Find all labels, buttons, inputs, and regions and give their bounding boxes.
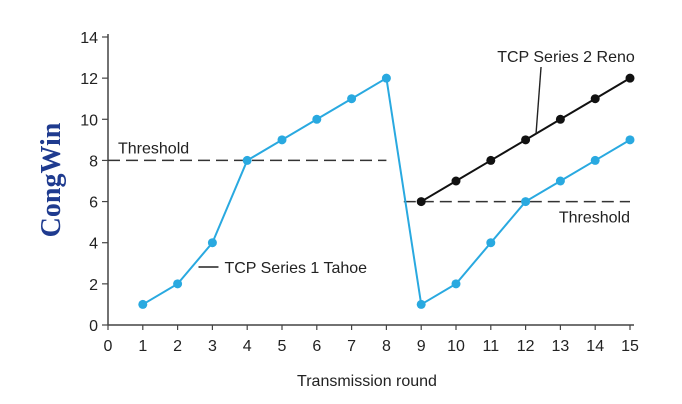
threshold-lines: Threshold Threshold	[108, 140, 630, 227]
series-lines	[138, 73, 635, 309]
x-tick-label: 14	[586, 338, 604, 355]
data-point	[555, 114, 565, 124]
data-point	[486, 238, 496, 248]
x-tick-label: 13	[552, 338, 570, 355]
x-tick-label: 10	[447, 338, 465, 355]
data-point	[277, 135, 287, 145]
y-tick-label: 10	[80, 112, 98, 129]
y-tick-label: 14	[80, 30, 98, 47]
data-point	[521, 197, 531, 207]
data-point	[590, 155, 600, 165]
y-tick-label: 8	[89, 153, 98, 170]
data-point	[416, 197, 426, 207]
data-point	[312, 114, 322, 124]
series-annotations: TCP Series 1 Tahoe TCP Series 2 Reno	[198, 49, 635, 277]
x-tick-label: 15	[621, 338, 639, 355]
data-point	[173, 279, 183, 289]
data-point	[381, 73, 391, 83]
x-tick-label: 2	[173, 338, 182, 355]
data-point	[486, 155, 496, 165]
y-tick-label: 12	[80, 71, 98, 88]
data-point	[625, 135, 635, 145]
threshold-label: Threshold	[559, 210, 630, 227]
x-tick-label: 3	[208, 338, 217, 355]
y-tick-label: 2	[89, 277, 98, 294]
y-axis-label: CongWin	[36, 122, 67, 237]
series-2-leader	[535, 66, 542, 134]
x-tick-label: 9	[417, 338, 426, 355]
x-tick-label: 11	[482, 338, 499, 355]
data-point	[625, 73, 635, 83]
x-tick-label: 8	[382, 338, 391, 355]
data-point	[347, 94, 357, 104]
data-point	[207, 238, 217, 248]
x-tick-label: 12	[517, 338, 535, 355]
x-tick-label: 0	[104, 338, 113, 355]
data-point	[451, 279, 461, 289]
data-point	[521, 135, 531, 145]
data-point	[138, 299, 148, 309]
data-point	[451, 176, 461, 186]
data-point	[416, 299, 426, 309]
y-tick-label: 6	[89, 195, 98, 212]
x-tick-label: 6	[312, 338, 321, 355]
y-tick-label: 4	[89, 236, 98, 253]
data-point	[242, 155, 252, 165]
x-tick-label: 4	[243, 338, 252, 355]
data-point	[590, 94, 600, 104]
series-line-1	[142, 76, 631, 307]
x-axis-label: Transmission round	[297, 373, 437, 390]
x-tick-label: 7	[347, 338, 356, 355]
series-2-label: TCP Series 2 Reno	[497, 49, 635, 66]
threshold-label: Threshold	[118, 140, 189, 157]
x-tick-label: 1	[138, 338, 147, 355]
data-point	[555, 176, 565, 186]
series-1-label: TCP Series 1 Tahoe	[224, 260, 367, 277]
y-tick-label: 0	[89, 318, 98, 335]
x-tick-label: 5	[278, 338, 287, 355]
